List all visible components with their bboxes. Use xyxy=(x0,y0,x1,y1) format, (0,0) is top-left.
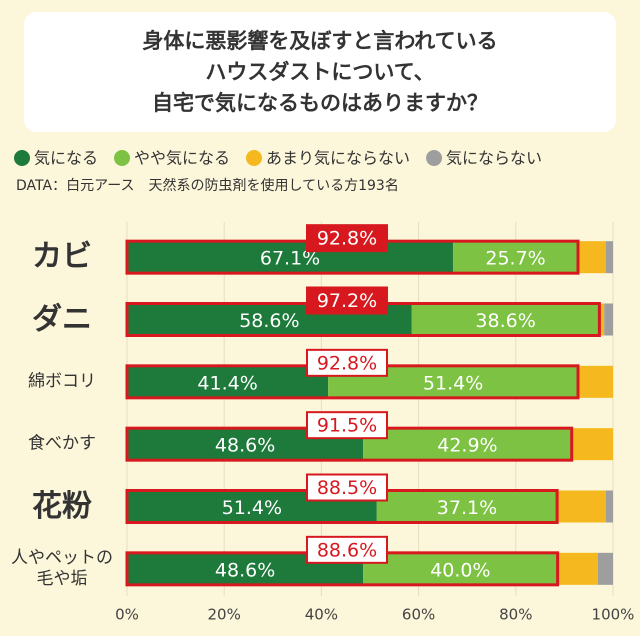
x-tick-label: 60% xyxy=(402,606,435,624)
value-label: 51.4% xyxy=(222,497,282,519)
value-label: 25.7% xyxy=(485,248,545,270)
bar-segment xyxy=(363,552,558,585)
value-label: 51.4% xyxy=(423,372,483,394)
bar-segment xyxy=(578,365,613,398)
title-line: 身体に悪影響を及ぼすと言われている xyxy=(142,29,497,53)
legend-swatch xyxy=(246,150,263,166)
total-label: 97.2% xyxy=(317,290,377,312)
total-label: 88.5% xyxy=(317,477,377,499)
value-label: 48.6% xyxy=(215,559,275,581)
bar-segment xyxy=(599,303,605,336)
legend-label: 気にならない xyxy=(446,149,542,168)
total-label-box xyxy=(306,286,388,315)
value-label: 67.1% xyxy=(260,248,320,270)
bar-segment xyxy=(127,241,454,274)
legend-swatch xyxy=(426,150,443,166)
category-label: カビ xyxy=(32,239,92,275)
bar-segment xyxy=(605,490,613,523)
bar-segment xyxy=(604,303,613,336)
x-tick-label: 0% xyxy=(115,606,139,624)
x-tick-label: 40% xyxy=(305,606,338,624)
total-label: 92.8% xyxy=(317,352,377,374)
bar-segment xyxy=(557,490,606,523)
x-tick-label: 80% xyxy=(499,606,532,624)
total-label-box xyxy=(306,348,388,377)
category-label: 食べかす xyxy=(28,433,96,454)
bar-segment xyxy=(411,303,600,336)
total-label: 88.6% xyxy=(317,539,377,561)
category-label: 花粉 xyxy=(32,488,92,524)
title-line: ハウスダストについて、 xyxy=(205,60,434,84)
legend-label: あまり気にならない xyxy=(266,149,410,168)
bar-segment xyxy=(597,552,613,585)
value-label: 38.6% xyxy=(475,310,535,332)
total-label-box xyxy=(306,473,388,502)
bar-segment xyxy=(127,365,329,398)
title-box xyxy=(24,12,616,132)
bar-segment xyxy=(453,241,579,274)
legend-label: やや気になる xyxy=(134,149,230,168)
total-label-box xyxy=(306,535,388,564)
source: DATA：白元アース 天然系の防虫剤を使用している方193名 xyxy=(16,177,399,194)
title-line: 自宅で気になるものはありますか？ xyxy=(152,91,488,115)
bar-segment xyxy=(376,490,558,523)
value-label: 41.4% xyxy=(197,372,257,394)
value-label: 37.1% xyxy=(437,497,497,519)
bar-segment xyxy=(363,428,572,461)
value-label: 48.6% xyxy=(215,435,275,457)
legend-label: 気になる xyxy=(34,149,98,168)
total-label: 92.8% xyxy=(317,228,377,250)
bar-segment xyxy=(557,552,598,585)
category-label: 綿ボコリ xyxy=(28,371,96,392)
bar-segment xyxy=(571,428,613,461)
value-label: 42.9% xyxy=(437,435,497,457)
bar-segment xyxy=(578,241,606,274)
legend-swatch xyxy=(14,150,30,166)
total-label-box xyxy=(306,411,388,440)
value-label: 40.0% xyxy=(430,559,490,581)
legend-swatch xyxy=(114,150,131,166)
x-tick-label: 100% xyxy=(592,606,635,624)
category-label: ダニ xyxy=(32,301,92,337)
category-label: 人やペットの 毛や垢 xyxy=(11,547,113,589)
x-tick-label: 20% xyxy=(208,606,241,624)
total-label: 91.5% xyxy=(317,415,377,437)
value-label: 58.6% xyxy=(239,310,299,332)
total-label-box xyxy=(306,224,388,253)
bar-segment xyxy=(605,241,613,274)
